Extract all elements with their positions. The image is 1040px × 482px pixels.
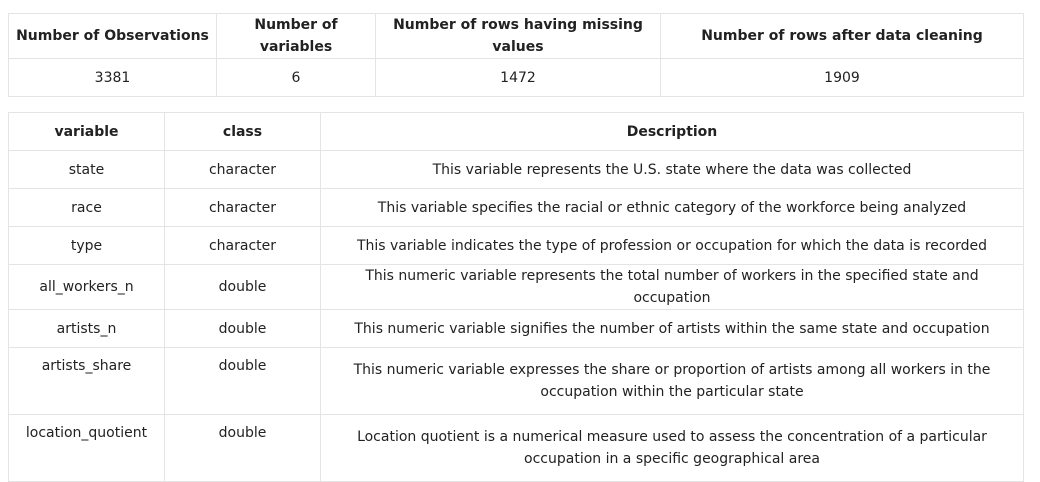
- variable-class: double: [164, 264, 321, 310]
- value-rows-after-cleaning: 1909: [660, 58, 1024, 97]
- variable-class: character: [164, 188, 321, 227]
- variable-description: This numeric variable signifies the numb…: [320, 309, 1024, 348]
- variable-class: double: [164, 414, 321, 482]
- header-description: Description: [320, 112, 1024, 151]
- variable-description: This numeric variable represents the tot…: [320, 264, 1024, 310]
- value-variables: 6: [216, 58, 376, 97]
- table-row: location_quotient double Location quotie…: [8, 414, 1024, 482]
- table-row: type character This variable indicates t…: [8, 226, 1024, 265]
- table-row: race character This variable specifies t…: [8, 188, 1024, 227]
- value-missing-rows: 1472: [375, 58, 661, 97]
- summary-header-row: Number of Observations Number of variabl…: [8, 13, 1024, 59]
- variable-name: location_quotient: [8, 414, 165, 482]
- value-observations: 3381: [8, 58, 217, 97]
- variable-name: all_workers_n: [8, 264, 165, 310]
- variable-description: This variable specifies the racial or et…: [320, 188, 1024, 227]
- variables-header-row: variable class Description: [8, 112, 1024, 151]
- table-row: all_workers_n double This numeric variab…: [8, 264, 1024, 310]
- variable-name: race: [8, 188, 165, 227]
- header-variables: Number of variables: [216, 13, 376, 59]
- table-row: artists_share double This numeric variab…: [8, 347, 1024, 415]
- header-observations: Number of Observations: [8, 13, 217, 59]
- variable-class: character: [164, 226, 321, 265]
- variable-description: Location quotient is a numerical measure…: [320, 414, 1024, 482]
- variable-name: artists_n: [8, 309, 165, 348]
- variable-class: character: [164, 150, 321, 189]
- summary-table: Number of Observations Number of variabl…: [8, 13, 1024, 97]
- variable-description: This variable indicates the type of prof…: [320, 226, 1024, 265]
- header-missing-rows: Number of rows having missing values: [375, 13, 661, 59]
- variable-description: This numeric variable expresses the shar…: [320, 347, 1024, 415]
- header-class: class: [164, 112, 321, 151]
- variable-class: double: [164, 309, 321, 348]
- variables-table: variable class Description state charact…: [8, 112, 1024, 482]
- table-row: artists_n double This numeric variable s…: [8, 309, 1024, 348]
- variable-class: double: [164, 347, 321, 415]
- variable-description: This variable represents the U.S. state …: [320, 150, 1024, 189]
- header-variable: variable: [8, 112, 165, 151]
- variable-name: type: [8, 226, 165, 265]
- table-row: state character This variable represents…: [8, 150, 1024, 189]
- variable-name: artists_share: [8, 347, 165, 415]
- variable-name: state: [8, 150, 165, 189]
- header-rows-after-cleaning: Number of rows after data cleaning: [660, 13, 1024, 59]
- summary-value-row: 3381 6 1472 1909: [8, 58, 1024, 97]
